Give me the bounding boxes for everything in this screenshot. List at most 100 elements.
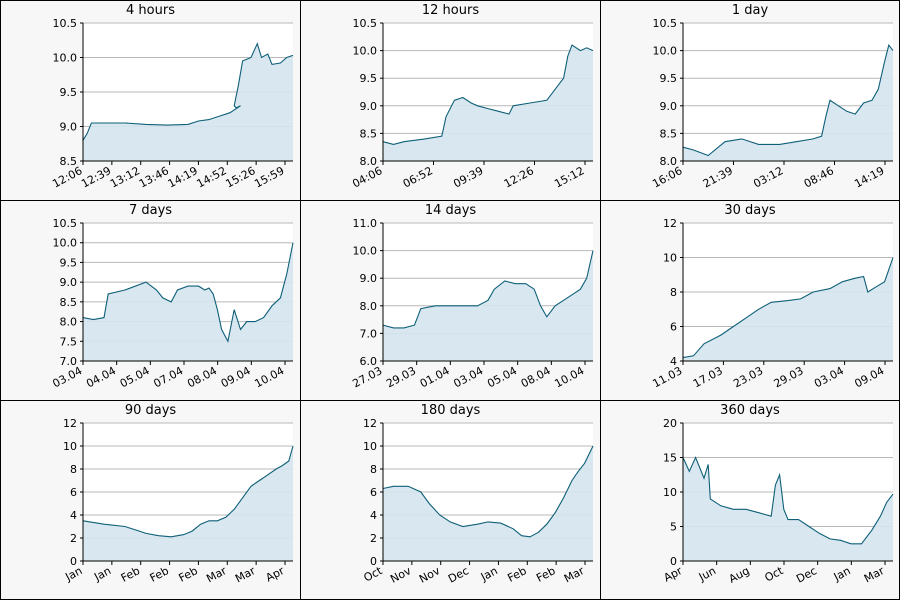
y-tick-label: 7.0 [60, 355, 78, 368]
x-tick-label: Feb [505, 564, 528, 585]
series-area [383, 250, 593, 361]
series-area [683, 457, 893, 561]
series-area [383, 446, 593, 561]
y-tick-label: 6 [370, 486, 377, 499]
x-tick-label: 03:12 [751, 164, 785, 190]
x-tick-label: Apr [662, 564, 685, 585]
series-line [682, 456, 894, 545]
series-line [682, 257, 894, 359]
x-tick-label: 14:19 [852, 164, 886, 190]
y-tick-label: 6 [70, 486, 77, 499]
y-tick-label: 7.0 [360, 327, 378, 340]
y-tick-label: 8 [370, 463, 377, 476]
x-tick-label: 12:06 [50, 164, 84, 190]
y-tick-label: 8.5 [360, 127, 378, 140]
x-tick-label: Nov [388, 564, 413, 586]
y-tick-label: 8.0 [360, 155, 378, 168]
series-line [82, 42, 294, 141]
series-line [382, 445, 594, 538]
y-tick-label: 15 [663, 452, 677, 465]
x-tick-label: 17.03 [691, 364, 725, 390]
chart-svg: 8.0 8.5 9.0 9.5 10.0 10.5 16:06 21:39 03:12 08:46… [650, 17, 894, 191]
x-tick-label: 03.04 [451, 364, 485, 390]
x-tick-label: 07.04 [151, 364, 185, 390]
y-tick-label: 8.5 [660, 127, 678, 140]
x-tick-label: Feb [177, 564, 200, 585]
chart-svg: 7.0 7.5 8.0 8.5 9.0 9.5 10.0 10.5 03.04 04.04 05.0… [50, 217, 294, 390]
x-tick-label: Mar [204, 564, 229, 585]
y-tick-label: 8.5 [60, 296, 78, 309]
x-tick-label: 05.04 [485, 364, 519, 390]
x-tick-label: 08:46 [802, 164, 836, 190]
x-tick-label: 09.04 [219, 364, 253, 390]
x-tick-label: 11.03 [650, 364, 684, 390]
y-tick-label: 10.0 [353, 245, 378, 258]
y-tick-label: 10.0 [353, 45, 378, 58]
y-tick-label: 8 [70, 463, 77, 476]
y-tick-label: 9.0 [60, 276, 78, 289]
x-tick-label: Jun [696, 564, 718, 584]
x-tick-label: 08.04 [519, 364, 553, 390]
y-tick-label: 10.5 [53, 217, 78, 230]
y-tick-label: 9.0 [60, 121, 78, 134]
y-tick-label: 9.5 [360, 72, 378, 85]
x-tick-label: 13:12 [108, 164, 142, 190]
x-tick-label: Jan [91, 564, 113, 584]
x-tick-label: 04.04 [84, 364, 118, 390]
chart-panel: 7 days 7.0 7.5 8.0 8.5 9.0 9.5 10.0 10.5 03.04 04.… [0, 200, 301, 401]
x-tick-label: 15:12 [552, 164, 586, 190]
y-tick-label: 12 [663, 217, 677, 230]
x-tick-label: Dec [446, 564, 471, 585]
x-tick-label: 03.04 [812, 364, 846, 390]
chart-title: 1 day [731, 3, 769, 18]
y-tick-label: 8 [670, 286, 677, 299]
y-tick-label: 4 [670, 355, 677, 368]
x-tick-label: Feb [119, 564, 142, 585]
x-tick-label: Jan [478, 564, 500, 584]
x-tick-label: Oct [362, 564, 386, 585]
y-tick-label: 8.0 [60, 316, 78, 329]
y-tick-label: 9.0 [360, 100, 378, 113]
y-tick-label: 6 [670, 321, 677, 334]
y-tick-label: 7.5 [60, 335, 78, 348]
series-line [382, 250, 594, 329]
y-tick-label: 10.0 [653, 45, 678, 58]
y-tick-label: 10 [663, 486, 677, 499]
series-area [83, 242, 293, 361]
x-tick-label: 12:39 [79, 164, 113, 190]
y-tick-label: 5 [670, 521, 677, 534]
chart-svg: 8.0 8.5 9.0 9.5 10.0 10.5 04:06 06:52 09:39 12:26… [350, 17, 594, 191]
y-tick-label: 9.5 [660, 72, 678, 85]
y-tick-label: 10.5 [353, 17, 378, 30]
x-tick-label: 15:59 [252, 164, 286, 190]
x-tick-label: 10.04 [552, 364, 586, 390]
x-tick-label: Jan [62, 564, 84, 584]
series-line [682, 43, 894, 157]
x-tick-label: 01.04 [418, 364, 452, 390]
y-tick-label: 20 [663, 417, 677, 430]
chart-title: 4 hours [126, 3, 175, 18]
series-line [82, 242, 294, 343]
x-tick-label: 16:06 [650, 164, 684, 190]
y-tick-label: 10.0 [53, 237, 78, 250]
x-tick-label: 29.03 [772, 364, 806, 390]
chart-panel: 180 days 0 2 4 6 8 10 12 Oct Nov Nov Dec Jan Feb Feb Ma… [300, 400, 601, 600]
y-tick-label: 9.5 [60, 86, 78, 99]
series-line [382, 44, 594, 145]
chart-title: 30 days [724, 203, 776, 218]
x-tick-label: 06:52 [401, 164, 435, 190]
x-tick-label: Aug [727, 564, 752, 586]
chart-panel: 1 day 8.0 8.5 9.0 9.5 10.0 10.5 16:06 21:39 03:12… [600, 0, 900, 201]
x-tick-label: 29.03 [384, 364, 418, 390]
chart-svg: 8.59.09.510.010.512:0612:3913:1213:4614:… [50, 17, 294, 191]
x-tick-label: Nov [417, 564, 442, 586]
x-tick-label: 15:26 [223, 164, 257, 190]
chart-title: 7 days [128, 203, 173, 218]
series-area [683, 45, 893, 161]
y-tick-label: 9.0 [660, 100, 678, 113]
y-tick-label: 4 [370, 509, 377, 522]
y-tick-label: 10.5 [653, 17, 678, 30]
chart-title: 90 days [124, 403, 177, 418]
